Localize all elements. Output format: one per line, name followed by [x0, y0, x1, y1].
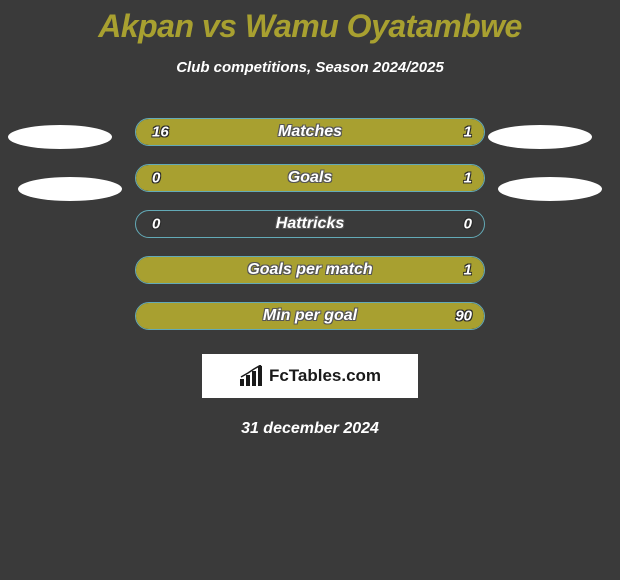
- stat-label: Goals: [288, 169, 332, 187]
- stat-row: 90 Min per goal: [0, 302, 620, 330]
- stat-bar: 0 1 Goals: [135, 164, 485, 192]
- stat-bar: 16 1 Matches: [135, 118, 485, 146]
- stat-bar: 0 0 Hattricks: [135, 210, 485, 238]
- page-title: Akpan vs Wamu Oyatambwe: [0, 0, 620, 45]
- date-line: 31 december 2024: [0, 420, 620, 438]
- logo-text: FcTables.com: [269, 366, 381, 386]
- value-right: 0: [464, 216, 472, 233]
- stat-bar: 90 Min per goal: [135, 302, 485, 330]
- stat-label: Matches: [278, 123, 342, 141]
- value-right: 90: [455, 308, 472, 325]
- fill-left: [136, 165, 199, 191]
- stat-bar: 1 Goals per match: [135, 256, 485, 284]
- stat-label: Hattricks: [276, 215, 344, 233]
- value-left: 16: [152, 124, 169, 141]
- stat-row: 0 0 Hattricks: [0, 210, 620, 238]
- value-right: 1: [464, 262, 472, 279]
- fill-left: [136, 119, 404, 145]
- player-marker: [8, 125, 112, 149]
- bar-chart-icon: [239, 365, 265, 387]
- subtitle: Club competitions, Season 2024/2025: [0, 59, 620, 76]
- value-right: 1: [464, 124, 472, 141]
- fill-right: [199, 165, 484, 191]
- value-right: 1: [464, 170, 472, 187]
- stat-row: 1 Goals per match: [0, 256, 620, 284]
- player-marker: [18, 177, 122, 201]
- comparison-chart: 16 1 Matches 0 1 Goals 0 0 Hattricks 1 Goals per m…: [0, 118, 620, 330]
- player-marker: [488, 125, 592, 149]
- stat-label: Goals per match: [247, 261, 372, 279]
- value-left: 0: [152, 216, 160, 233]
- fctables-logo[interactable]: FcTables.com: [202, 354, 418, 398]
- stat-label: Min per goal: [263, 307, 357, 325]
- value-left: 0: [152, 170, 160, 187]
- player-marker: [498, 177, 602, 201]
